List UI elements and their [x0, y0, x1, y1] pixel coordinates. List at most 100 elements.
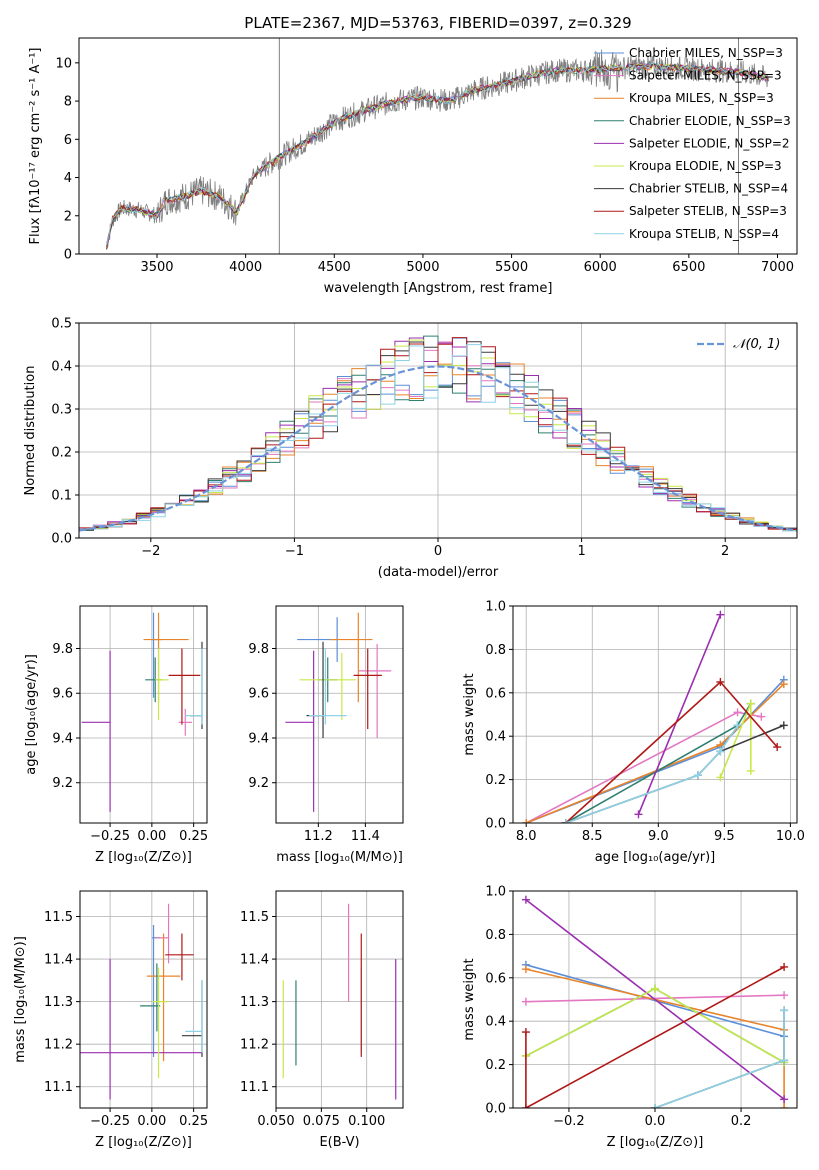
gridlines: [80, 891, 207, 1108]
weight-line-salpeter_elodie: [525, 899, 785, 1100]
x-axis-label: wavelength [Angstrom, rest frame]: [324, 281, 553, 296]
gridlines: [276, 606, 403, 823]
weight-line-salpeter_miles: [525, 711, 762, 823]
y-tick-label: 0.1: [51, 489, 72, 504]
weight-marker: [780, 1056, 789, 1065]
y-tick-label: 9.8: [248, 642, 269, 657]
y-tick-label: 9.6: [52, 687, 73, 702]
panel-weight_vs_age: 8.0 8.5 9.0 9.5 10.0 0.0 0.2 0.4 0.6 0.8 1.0 age [l…: [462, 600, 805, 866]
plot-area: [285, 612, 392, 812]
weight-marker: [716, 677, 725, 686]
legend-entry: Salpeter STELIB, N_SSP=3: [629, 204, 787, 218]
errorbar-salpeter_elodie: [81, 650, 111, 812]
weight-marker: [521, 997, 530, 1006]
y-tick-label: 0.2: [51, 446, 72, 461]
weight-line-salpeter_stelib: [565, 680, 778, 823]
x-axis-label: Z [log₁₀(Z/Z⊙)]: [95, 1135, 192, 1150]
plot-area: [521, 895, 789, 1108]
weight-marker: [561, 819, 570, 823]
x-tick-label: 9.5: [714, 829, 735, 844]
x-tick-label: 4500: [318, 260, 351, 275]
y-tick-label: 11.5: [44, 910, 73, 925]
weight-marker: [779, 680, 788, 689]
x-tick-label: −1: [285, 544, 304, 559]
errorbar-chabrier_miles: [151, 612, 162, 698]
model-spectrum-line: [106, 62, 769, 250]
panel-residuals: −2 −1 0 1 2 0.0 0.1 0.2 0.3 0.4 0.5 (data-model)/er…: [23, 317, 798, 580]
weight-marker: [780, 1095, 789, 1104]
axes-frame: [275, 890, 404, 1109]
gridlines: [275, 891, 403, 1108]
axes: −0.25 0.00 0.25 11.1 11.2 11.3 11.4 11.5 Z [log₁…: [13, 890, 208, 1150]
x-tick-label: 9.0: [648, 829, 669, 844]
x-axis-label: age [log₁₀(age/yr)]: [595, 850, 716, 865]
y-tick-label: 0.6: [485, 971, 506, 986]
errorbar-salpeter_elodie: [285, 650, 315, 812]
errorbar-salpeter_stelib: [353, 648, 382, 730]
x-axis-label: mass [log₁₀(M/M⊙)]: [276, 850, 403, 865]
y-tick-label: 0.2: [485, 773, 506, 788]
plot-area: [282, 903, 397, 1100]
weight-marker: [746, 699, 755, 708]
x-tick-label: 11.2: [304, 829, 333, 844]
legend-entry: Kroupa MILES, N_SSP=3: [629, 91, 774, 105]
errorbar-salpeter_stelib: [165, 933, 194, 981]
x-tick-label: 6000: [584, 260, 617, 275]
errorbar-kroupa_elodie: [299, 652, 356, 721]
y-tick-label: 9.4: [52, 731, 73, 746]
y-tick-label: 0.2: [485, 1058, 506, 1073]
y-axis-label: mass weight: [462, 958, 477, 1040]
x-tick-label: 0: [434, 544, 442, 559]
weight-marker: [780, 991, 789, 1000]
errorbar-kroupa_elodie: [155, 648, 169, 721]
weight-marker: [522, 819, 531, 823]
weight-line-salpeter_elodie: [637, 614, 722, 815]
errorbar-kroupa_stelib: [185, 648, 203, 725]
x-tick-label: 3500: [140, 260, 173, 275]
axes: 3500 4000 4500 5000 5500 6000 6500 7000 0 2 4 6 8 10 w…: [28, 37, 798, 296]
y-tick-label: 8: [64, 95, 72, 110]
panel-age_vs_mass: 11.2 11.4 9.2 9.4 9.6 9.8 mass [log₁₀(M/M⊙)]: [248, 605, 404, 865]
x-tick-label: 6500: [672, 260, 705, 275]
x-tick-label: 0.075: [303, 1114, 340, 1129]
panel-mass_vs_ebv: 0.050 0.075 0.100 11.1 11.2 11.3 11.4 11.5 E(B-V…: [240, 890, 404, 1150]
weight-marker: [651, 1104, 659, 1108]
histogram-kroupa_stelib: [79, 344, 797, 532]
x-axis-label: (data-model)/error: [378, 565, 499, 580]
observed-spectrum-line: [106, 49, 769, 249]
y-tick-label: 11.4: [240, 953, 269, 968]
panel-mass_vs_Z: −0.25 0.00 0.25 11.1 11.2 11.3 11.4 11.5 Z [log₁…: [13, 890, 208, 1150]
y-tick-label: 0.0: [51, 532, 72, 547]
x-tick-label: 0.2: [731, 1114, 752, 1129]
y-tick-label: 1.0: [485, 885, 506, 900]
weight-line-kroupa_stelib: [565, 724, 739, 823]
x-tick-label: 0.25: [179, 829, 208, 844]
legend-entry: Kroupa ELODIE, N_SSP=3: [629, 159, 782, 173]
x-tick-label: 0.050: [257, 1114, 294, 1129]
y-tick-label: 11.3: [44, 995, 73, 1010]
x-tick-label: 4000: [229, 260, 262, 275]
weight-marker: [780, 1006, 789, 1015]
plot-area: [106, 38, 769, 254]
weight-line-chabrier_miles: [525, 679, 785, 823]
errorbar-chabrier_stelib: [181, 980, 203, 1057]
axes-frame: [275, 605, 404, 824]
errorbar-chabrier_elodie: [140, 963, 161, 1032]
axes: 0.050 0.075 0.100 11.1 11.2 11.3 11.4 11.5 E(B-V…: [240, 890, 404, 1150]
y-tick-label: 9.2: [248, 776, 269, 791]
y-tick-label: 0.4: [485, 730, 506, 745]
x-tick-label: 0.25: [179, 1114, 208, 1129]
y-tick-label: 9.8: [52, 642, 73, 657]
weight-marker: [521, 965, 530, 974]
errorbar-chabrier_stelib: [306, 641, 324, 738]
normal-curve: [79, 365, 797, 532]
gridlines: [80, 606, 207, 823]
y-tick-label: 9.6: [248, 687, 269, 702]
x-tick-label: 7000: [761, 260, 794, 275]
weight-marker: [521, 1104, 530, 1108]
x-tick-label: 0.00: [137, 1114, 166, 1129]
weight-line-salpeter_stelib: [525, 966, 785, 1108]
legend-entry: Chabrier STELIB, N_SSP=4: [629, 182, 788, 196]
axes-frame: [79, 605, 208, 824]
x-tick-label: −0.2: [553, 1114, 585, 1129]
